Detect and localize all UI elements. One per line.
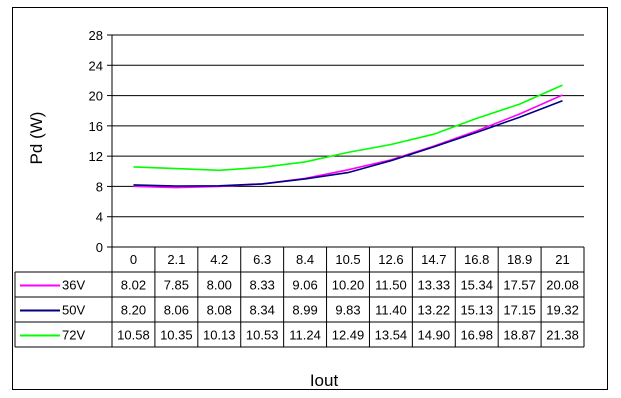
series-line-50V <box>133 99 563 187</box>
data-label: 13.22 <box>418 303 451 318</box>
x-tick-label: 2.1 <box>167 252 185 267</box>
data-label: 10.53 <box>246 328 279 343</box>
series-line-36V <box>133 94 563 189</box>
series-lines <box>133 84 563 189</box>
y-axis-label: Pd (W) <box>27 112 46 165</box>
data-label: 9.83 <box>335 303 360 318</box>
x-tick-label: 14.7 <box>421 252 446 267</box>
data-label: 10.35 <box>160 328 193 343</box>
x-tick-label: 6.3 <box>253 252 271 267</box>
x-axis-label: Iout <box>310 371 339 390</box>
data-label: 13.54 <box>375 328 408 343</box>
y-tick-label: 16 <box>89 119 103 134</box>
data-label: 10.13 <box>203 328 236 343</box>
y-tick-label: 24 <box>89 58 103 73</box>
data-label: 15.34 <box>460 278 493 293</box>
data-label: 11.24 <box>289 328 321 343</box>
y-tick-label: 20 <box>89 89 103 104</box>
data-label: 8.00 <box>207 278 232 293</box>
data-label: 10.58 <box>117 328 150 343</box>
data-label: 15.13 <box>460 303 493 318</box>
x-tick-label: 10.5 <box>335 252 360 267</box>
data-label: 19.32 <box>546 303 579 318</box>
data-label: 17.15 <box>503 303 536 318</box>
legend-label: 36V <box>62 278 85 293</box>
data-label: 8.99 <box>292 303 317 318</box>
x-tick-label: 4.2 <box>210 252 228 267</box>
data-label: 11.50 <box>375 278 407 293</box>
y-tick-label: 4 <box>96 210 103 225</box>
data-label: 8.08 <box>207 303 232 318</box>
data-table: 0 2.1 4.2 6.3 8.4 10.5 12.6 14.7 16.8 18.9 21 36V 8.… <box>14 246 585 348</box>
data-label: 20.08 <box>546 278 579 293</box>
y-tick-labels: 0 4 8 12 16 20 24 28 <box>89 28 103 255</box>
data-label: 9.06 <box>292 278 317 293</box>
x-tick-label: 12.6 <box>378 252 403 267</box>
data-label: 17.57 <box>503 278 536 293</box>
x-tick-label: 18.9 <box>507 252 532 267</box>
y-tick-label: 28 <box>89 28 103 43</box>
legend-label: 50V <box>62 303 85 318</box>
data-label: 16.98 <box>460 328 493 343</box>
data-label: 8.06 <box>164 303 189 318</box>
y-tick-label: 12 <box>89 149 103 164</box>
data-label: 8.02 <box>121 278 146 293</box>
data-label: 11.40 <box>375 303 407 318</box>
data-label: 14.90 <box>418 328 451 343</box>
data-label: 13.33 <box>418 278 451 293</box>
x-tick-label: 21 <box>555 252 569 267</box>
x-tick-label: 16.8 <box>464 252 489 267</box>
data-label: 21.38 <box>546 328 579 343</box>
y-tick-label: 8 <box>96 179 103 194</box>
data-label: 12.49 <box>332 328 365 343</box>
x-tick-label: 0 <box>130 252 137 267</box>
data-label: 10.20 <box>332 278 365 293</box>
data-label: 18.87 <box>503 328 536 343</box>
gridlines <box>107 34 584 248</box>
chart-frame <box>12 7 608 390</box>
data-label: 8.33 <box>250 278 275 293</box>
data-label: 8.20 <box>121 303 146 318</box>
data-label: 8.34 <box>250 303 275 318</box>
y-tick-label: 0 <box>96 240 103 255</box>
data-label: 7.85 <box>164 278 189 293</box>
legend-label: 72V <box>62 328 85 343</box>
x-tick-label: 8.4 <box>296 252 314 267</box>
series-line-72V <box>133 84 563 172</box>
